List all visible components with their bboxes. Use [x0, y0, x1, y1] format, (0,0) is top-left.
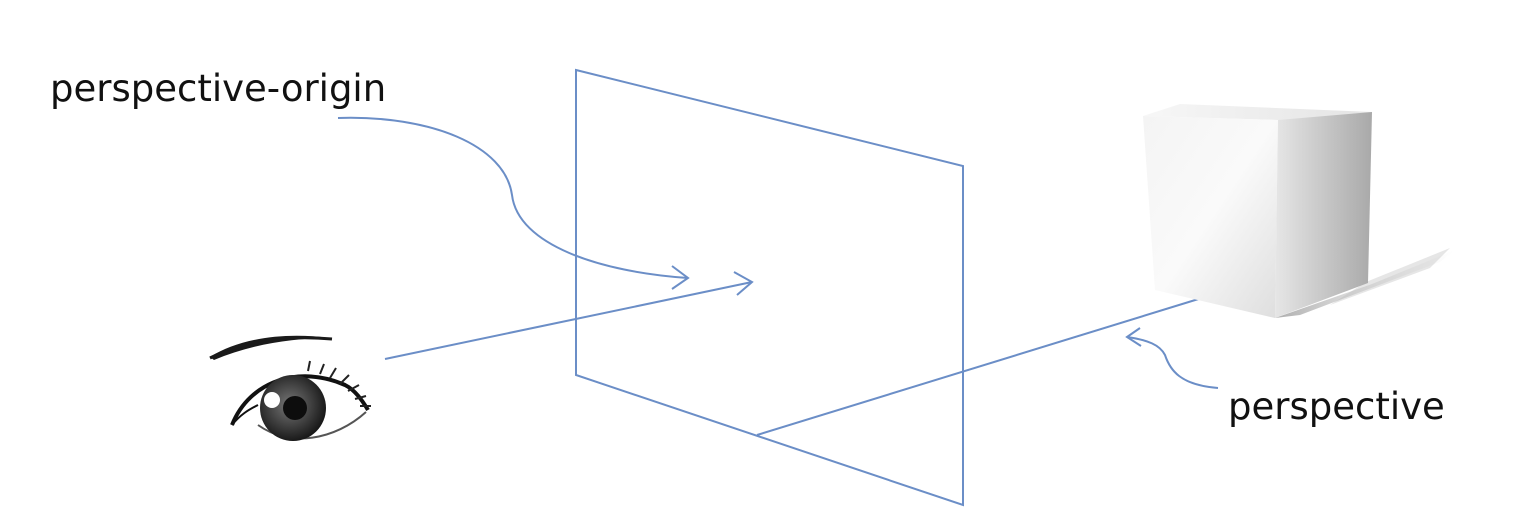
origin-curve-arrow	[337, 116, 689, 279]
eyelashes	[307, 360, 371, 407]
cube-side-face	[1275, 112, 1372, 318]
eye-corner	[231, 404, 259, 426]
eye-highlight	[264, 392, 280, 408]
sight-line	[384, 281, 753, 360]
pupil	[283, 396, 307, 420]
origin-curve-arrowhead	[671, 265, 690, 290]
cube-icon	[1143, 104, 1455, 318]
perspective-curve-arrowhead	[1125, 327, 1142, 347]
eye-icon	[209, 335, 371, 441]
eyebrow-stroke	[209, 336, 333, 360]
sight-line-arrowhead	[733, 271, 754, 296]
projection-plane	[575, 68, 964, 507]
perspective-distance-line	[756, 296, 1206, 436]
lower-eyelid	[257, 411, 367, 440]
perspective-label: perspective	[1228, 385, 1445, 428]
cube-shadow-soft	[1330, 248, 1450, 305]
perspective-curve-arrow	[1126, 336, 1219, 389]
cube-front-face	[1143, 116, 1278, 318]
perspective-origin-label: perspective-origin	[50, 67, 387, 110]
